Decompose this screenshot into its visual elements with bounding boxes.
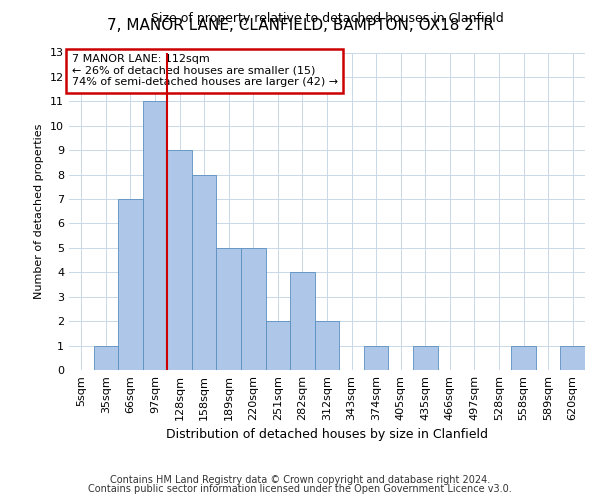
Bar: [217, 248, 241, 370]
Bar: [143, 102, 167, 370]
Text: 7, MANOR LANE, CLANFIELD, BAMPTON, OX18 2TR: 7, MANOR LANE, CLANFIELD, BAMPTON, OX18 …: [107, 18, 493, 32]
Bar: [315, 321, 339, 370]
Title: Size of property relative to detached houses in Clanfield: Size of property relative to detached ho…: [151, 12, 503, 25]
Bar: [241, 248, 266, 370]
Bar: [192, 174, 217, 370]
Text: 7 MANOR LANE: 112sqm
← 26% of detached houses are smaller (15)
74% of semi-detac: 7 MANOR LANE: 112sqm ← 26% of detached h…: [71, 54, 338, 88]
Text: Contains HM Land Registry data © Crown copyright and database right 2024.: Contains HM Land Registry data © Crown c…: [110, 475, 490, 485]
Bar: [511, 346, 536, 370]
Bar: [290, 272, 315, 370]
Bar: [413, 346, 437, 370]
Bar: [560, 346, 585, 370]
Text: Contains public sector information licensed under the Open Government Licence v3: Contains public sector information licen…: [88, 484, 512, 494]
X-axis label: Distribution of detached houses by size in Clanfield: Distribution of detached houses by size …: [166, 428, 488, 442]
Bar: [94, 346, 118, 370]
Bar: [364, 346, 388, 370]
Y-axis label: Number of detached properties: Number of detached properties: [34, 124, 44, 299]
Bar: [266, 321, 290, 370]
Bar: [118, 199, 143, 370]
Bar: [167, 150, 192, 370]
